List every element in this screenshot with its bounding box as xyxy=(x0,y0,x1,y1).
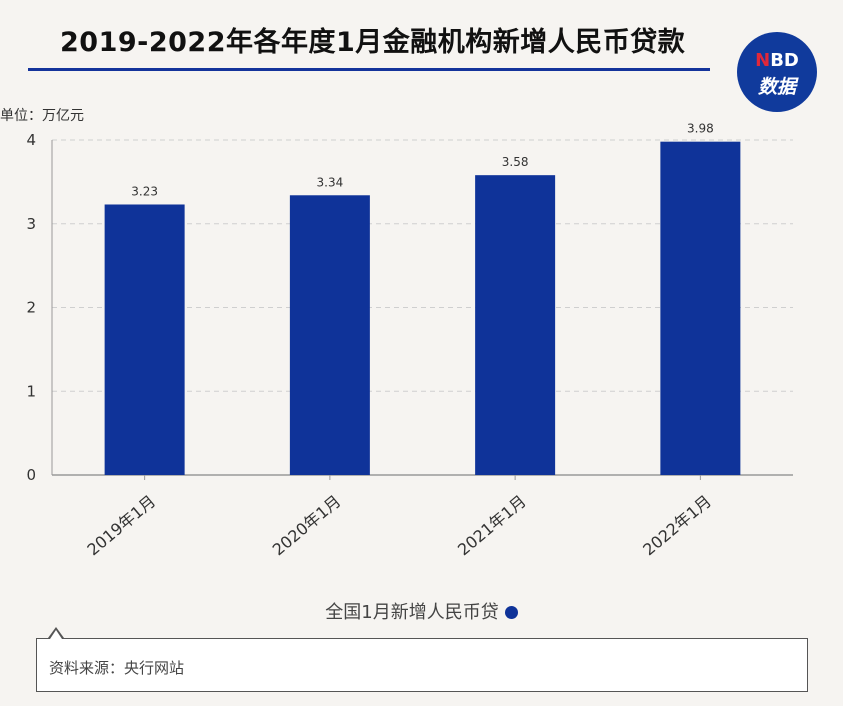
x-tick-label: 2021年1月 xyxy=(454,492,530,560)
x-tick-label: 2022年1月 xyxy=(639,492,715,560)
source-box: 资料来源：央行网站 xyxy=(36,638,808,692)
logo-subtitle: 数据 xyxy=(757,76,796,98)
nbd-data-logo: NBD 数据 xyxy=(737,32,817,112)
logo-wordmark: NBD xyxy=(737,50,817,71)
legend-marker xyxy=(504,606,518,619)
bar-chart: 0 1 2 3 4 3.23 2019年1月 3.34 2020年1月 3.58 2021年1月 3.… xyxy=(26,122,793,560)
x-tick-label: 2020年1月 xyxy=(269,492,345,560)
source-box-pointer-inner xyxy=(50,630,62,639)
logo-letter-n: N xyxy=(755,50,771,71)
y-tick-label: 3 xyxy=(26,215,36,233)
data-label: 3.23 xyxy=(131,184,158,198)
title-underline xyxy=(28,68,710,71)
data-label: 3.58 xyxy=(502,155,529,169)
y-tick-label: 4 xyxy=(26,131,36,149)
bar xyxy=(475,175,556,476)
logo-letters-bd: BD xyxy=(770,50,799,71)
source-text: 资料来源：央行网站 xyxy=(49,659,185,677)
data-label: 3.98 xyxy=(687,122,714,136)
y-tick-label: 1 xyxy=(26,382,36,400)
bar xyxy=(660,141,741,476)
legend: 全国1月新增人民币贷 xyxy=(0,598,843,624)
y-tick-label: 0 xyxy=(26,466,36,484)
chart-title: 2019-2022年各年度1月金融机构新增人民币贷款 xyxy=(60,27,686,58)
bar xyxy=(289,195,370,475)
x-tick-label: 2019年1月 xyxy=(83,492,159,560)
legend-label: 全国1月新增人民币贷 xyxy=(325,602,499,623)
y-axis-unit-label: 单位：万亿元 xyxy=(0,108,84,124)
y-tick-label: 2 xyxy=(26,299,36,317)
bar xyxy=(104,204,185,476)
data-label: 3.34 xyxy=(317,175,344,189)
